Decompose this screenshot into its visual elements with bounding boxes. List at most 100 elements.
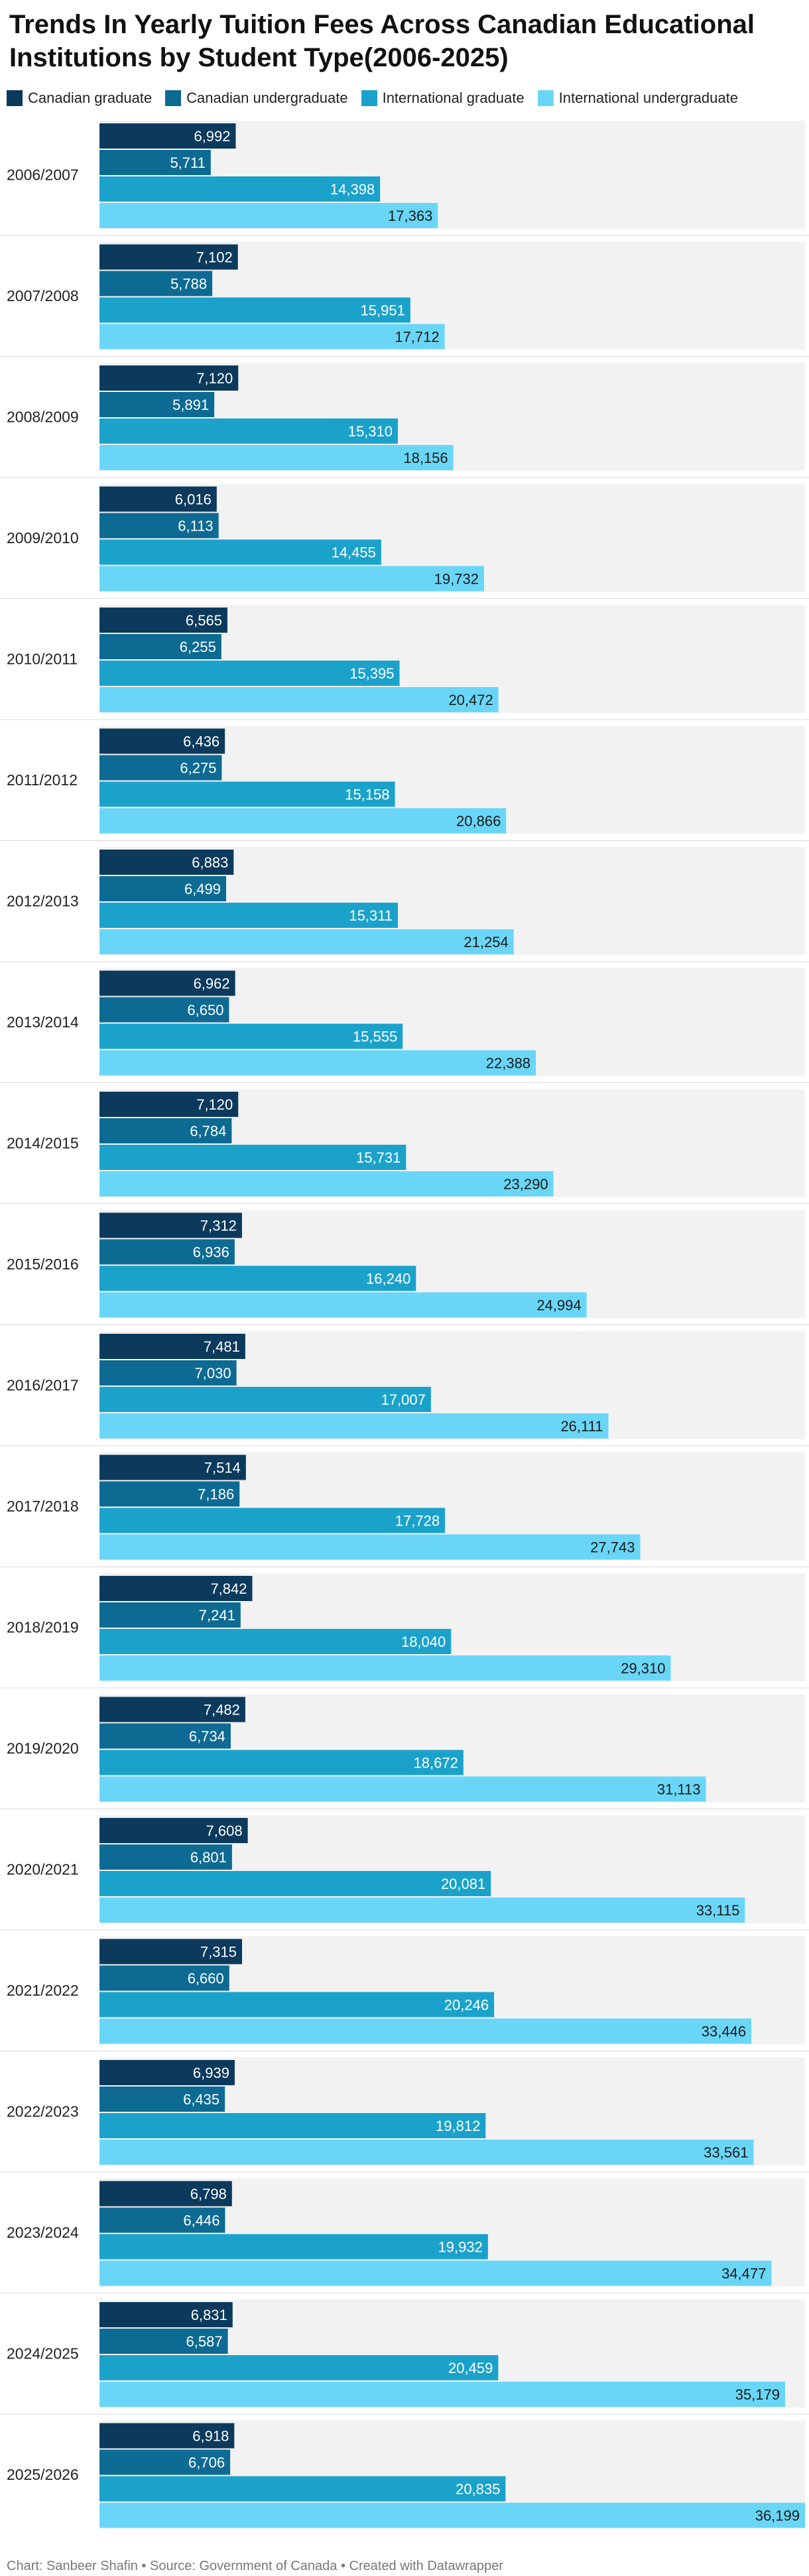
category-group-2015-2016: 2015/2016 7,312 6,936 16,240 24,994 — [0, 1203, 809, 1319]
data-label-international-graduate: 19,812 — [436, 2118, 480, 2134]
bar-canadian-undergraduate — [99, 755, 222, 781]
bar-canadian-undergraduate — [99, 150, 211, 175]
bar-canadian-undergraduate — [99, 1481, 240, 1507]
data-label-international-graduate: 14,398 — [330, 181, 375, 198]
category-group-2018-2019: 2018/2019 7,842 7,241 18,040 29,310 — [0, 1567, 809, 1681]
data-label-international-graduate: 14,455 — [332, 545, 376, 561]
bar-international-graduate — [99, 1387, 431, 1412]
bar-international-undergraduate — [99, 1655, 671, 1681]
legend-item-international-graduate: International graduate — [361, 90, 525, 107]
category-group-2017-2018: 2017/2018 7,514 7,186 17,728 27,743 — [0, 1445, 809, 1561]
bar-international-graduate — [99, 903, 399, 928]
bar-international-undergraduate — [99, 929, 514, 954]
bar-international-graduate — [99, 176, 381, 202]
bar-canadian-graduate — [99, 970, 235, 996]
bar-canadian-graduate — [99, 850, 234, 875]
bar-canadian-undergraduate — [99, 1965, 229, 1991]
category-group-2010-2011: 2010/2011 6,565 6,255 15,395 20,472 — [0, 598, 809, 713]
bar-international-graduate — [99, 1992, 495, 2018]
chart-legend: Canadian graduate Canadian undergraduate… — [7, 88, 751, 109]
category-label: 2022/2023 — [7, 2103, 79, 2120]
data-label-international-undergraduate: 33,446 — [702, 2024, 746, 2040]
category-group-2009-2010: 2009/2010 6,016 6,113 14,455 19,732 — [0, 477, 809, 592]
bar-international-graduate — [99, 2234, 488, 2260]
data-label-canadian-graduate: 7,102 — [196, 249, 233, 266]
data-label-canadian-graduate: 7,608 — [206, 1823, 243, 1839]
data-label-international-undergraduate: 31,113 — [657, 1781, 701, 1798]
data-label-canadian-graduate: 6,962 — [194, 976, 230, 992]
bar-international-graduate — [99, 419, 399, 444]
category-group-2022-2023: 2022/2023 6,939 6,435 19,812 33,561 — [0, 2051, 809, 2165]
data-label-international-undergraduate: 21,254 — [464, 934, 508, 950]
legend-item-canadian-undergraduate: Canadian undergraduate — [165, 90, 348, 107]
bar-canadian-graduate — [99, 2060, 235, 2085]
bar-canadian-graduate — [99, 244, 238, 270]
data-label-canadian-graduate: 7,315 — [200, 1944, 237, 1961]
bar-international-graduate — [99, 1265, 416, 1291]
data-label-canadian-graduate: 7,120 — [196, 370, 233, 387]
data-label-international-undergraduate: 17,712 — [395, 329, 439, 346]
data-label-canadian-undergraduate: 7,241 — [199, 1607, 235, 1624]
category-group-2019-2020: 2019/2020 7,482 6,734 18,672 31,113 — [0, 1687, 809, 1803]
bar-canadian-graduate — [99, 1697, 245, 1722]
data-label-international-graduate: 20,459 — [448, 2360, 493, 2376]
data-label-international-undergraduate: 18,156 — [403, 450, 448, 466]
data-label-international-graduate: 15,555 — [353, 1029, 397, 1045]
bar-canadian-graduate — [99, 728, 225, 754]
legend-label-canadian-undergraduate: Canadian undergraduate — [186, 90, 348, 106]
data-label-canadian-undergraduate: 6,255 — [180, 639, 216, 655]
bar-international-undergraduate — [99, 2382, 786, 2407]
bar-international-graduate — [99, 1750, 464, 1775]
bar-international-undergraduate — [99, 1050, 536, 1076]
bar-international-graduate — [99, 1629, 452, 1654]
category-label: 2018/2019 — [7, 1619, 79, 1636]
data-label-international-graduate: 20,081 — [441, 1876, 485, 1892]
category-label: 2014/2015 — [7, 1135, 79, 1152]
data-label-canadian-graduate: 6,992 — [194, 128, 230, 145]
bar-canadian-graduate — [99, 1092, 239, 1117]
data-label-canadian-graduate: 6,918 — [192, 2428, 229, 2445]
bar-canadian-undergraduate — [99, 1602, 241, 1628]
category-group-2006-2007: 2006/2007 6,992 5,711 14,398 17,363 — [7, 121, 805, 229]
legend-swatch-international-undergraduate — [537, 90, 554, 106]
data-label-canadian-graduate: 7,120 — [196, 1096, 233, 1113]
category-label: 2010/2011 — [7, 651, 78, 668]
data-label-canadian-undergraduate: 7,030 — [195, 1365, 231, 1382]
data-label-international-undergraduate: 33,561 — [704, 2144, 748, 2161]
category-label: 2013/2014 — [7, 1013, 79, 1031]
bar-chart: 2006/2007 6,992 5,711 14,398 17,363 2007/2008… — [0, 121, 809, 2529]
data-label-canadian-graduate: 6,016 — [175, 491, 212, 508]
bar-international-graduate — [99, 1871, 491, 1896]
bar-canadian-undergraduate — [99, 1844, 232, 1870]
category-group-2012-2013: 2012/2013 6,883 6,499 15,311 21,254 — [0, 840, 809, 955]
category-label: 2024/2025 — [7, 2345, 79, 2362]
chart-title: Trends In Yearly Tuition Fees Across Can… — [9, 10, 755, 72]
data-label-international-undergraduate: 35,179 — [735, 2386, 780, 2403]
data-label-canadian-graduate: 6,798 — [190, 2186, 227, 2203]
bar-canadian-undergraduate — [99, 2329, 228, 2354]
data-label-international-undergraduate: 36,199 — [755, 2508, 800, 2524]
bar-international-undergraduate — [99, 324, 445, 350]
legend-swatch-canadian-undergraduate — [165, 90, 182, 106]
data-label-canadian-undergraduate: 5,711 — [170, 155, 205, 171]
data-label-canadian-undergraduate: 6,936 — [193, 1244, 229, 1261]
bar-canadian-undergraduate — [99, 2087, 225, 2112]
data-label-canadian-undergraduate: 6,499 — [184, 881, 221, 897]
category-label: 2019/2020 — [7, 1740, 79, 1757]
data-label-canadian-undergraduate: 5,788 — [170, 276, 207, 292]
category-group-2020-2021: 2020/2021 7,608 6,801 20,081 33,115 — [0, 1809, 809, 1923]
data-label-canadian-graduate: 7,481 — [204, 1338, 240, 1355]
data-label-international-graduate: 15,311 — [349, 907, 393, 924]
bar-canadian-graduate — [99, 1454, 246, 1480]
bar-international-undergraduate — [99, 687, 499, 712]
data-label-canadian-undergraduate: 6,784 — [190, 1123, 226, 1139]
data-label-canadian-undergraduate: 6,650 — [187, 1002, 223, 1019]
data-label-international-undergraduate: 29,310 — [621, 1660, 665, 1677]
data-label-international-undergraduate: 22,388 — [486, 1055, 530, 1072]
category-group-2025-2026: 2025/2026 6,918 6,706 20,835 36,199 — [0, 2414, 809, 2529]
bar-canadian-graduate — [99, 1212, 242, 1238]
data-label-international-undergraduate: 24,994 — [536, 1297, 581, 1314]
data-label-canadian-graduate: 6,565 — [186, 612, 222, 629]
bar-international-graduate — [99, 2113, 486, 2138]
data-label-international-undergraduate: 33,115 — [696, 1902, 740, 1919]
